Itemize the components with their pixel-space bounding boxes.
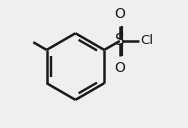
Text: O: O <box>114 61 125 74</box>
Text: S: S <box>115 33 125 49</box>
Text: Cl: Cl <box>140 34 153 47</box>
Text: O: O <box>114 7 125 21</box>
